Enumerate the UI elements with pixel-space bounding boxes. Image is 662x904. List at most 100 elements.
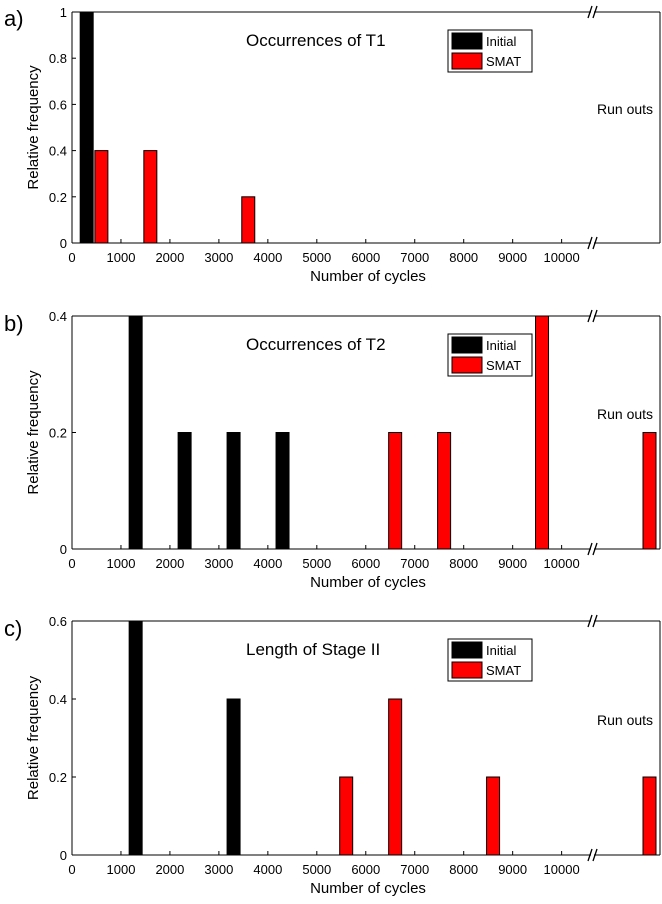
legend-swatch-smat (451, 356, 483, 374)
x-axis-label: Number of cycles (310, 268, 426, 285)
legend-label-smat: SMAT (486, 54, 521, 69)
panel-label: c) (4, 616, 22, 641)
axis-break-mark (592, 614, 598, 628)
x-tick-label: 7000 (400, 556, 429, 571)
x-tick-label: 10000 (544, 250, 580, 265)
y-tick-label: 0.4 (49, 144, 67, 159)
legend-swatch-initial (451, 32, 483, 50)
legend-swatch-smat (451, 52, 483, 70)
x-tick-label: 10000 (544, 862, 580, 877)
y-tick-label: 0.2 (49, 190, 67, 205)
runout-label: Run outs (597, 101, 653, 117)
y-tick-label: 0.4 (49, 692, 67, 707)
x-tick-label: 6000 (351, 250, 380, 265)
x-tick-label: 0 (68, 862, 75, 877)
legend: Initial SMAT (447, 333, 533, 377)
x-axis-label: Number of cycles (310, 880, 426, 897)
axis-break-mark (592, 5, 598, 19)
y-tick-label: 0.4 (49, 309, 67, 324)
bar-smat (437, 432, 452, 550)
bar-initial (128, 620, 143, 856)
bar-initial (128, 315, 143, 550)
x-tick-label: 3000 (204, 862, 233, 877)
axis-break-mark (587, 542, 593, 556)
bar-smat (339, 776, 354, 856)
legend-label-initial: Initial (486, 34, 516, 49)
x-tick-label: 5000 (302, 862, 331, 877)
runout-bar-smat (642, 776, 657, 856)
bar-smat (486, 776, 501, 856)
y-tick-label: 0.6 (49, 97, 67, 112)
x-tick-label: 0 (68, 250, 75, 265)
x-tick-label: 1000 (107, 862, 136, 877)
axis-break-mark (592, 848, 598, 862)
y-axis-label: Relative frequency (25, 675, 42, 800)
chart-panel-1: 0 0.2 0.4 0.6 0.8 1 0 1000 2000 3000 4000 5000 6000 7… (4, 5, 661, 285)
y-tick-label: 0.6 (49, 614, 67, 629)
chart-panel-2: 0 0.2 0.4 0 1000 2000 3000 4000 5000 6000 7000 8000… (4, 309, 661, 591)
y-tick-label: 0.8 (49, 51, 67, 66)
runout-label: Run outs (597, 406, 653, 422)
y-axis-label: Relative frequency (25, 370, 42, 495)
bar-smat (94, 150, 109, 244)
bar-initial (275, 432, 290, 550)
x-tick-label: 9000 (498, 556, 527, 571)
x-tick-label: 2000 (155, 556, 184, 571)
axis-break-mark (587, 5, 593, 19)
chart-title: Occurrences of T2 (246, 335, 386, 354)
bar-smat (143, 150, 158, 244)
legend-label-initial: Initial (486, 338, 516, 353)
legend-swatch-initial (451, 641, 483, 659)
chart-panel-3: 0 0.2 0.4 0.6 0 1000 2000 3000 4000 5000 6000 7000 8… (4, 614, 661, 897)
y-tick-label: 1 (60, 5, 67, 20)
runout-label: Run outs (597, 712, 653, 728)
y-tick-label: 0 (60, 542, 67, 557)
x-tick-label: 9000 (498, 250, 527, 265)
x-tick-label: 6000 (351, 862, 380, 877)
x-tick-label: 3000 (204, 556, 233, 571)
axis-break-mark (587, 236, 593, 250)
bar-smat (241, 196, 256, 244)
bar-initial (79, 11, 94, 244)
x-tick-label: 7000 (400, 250, 429, 265)
y-tick-label: 0 (60, 236, 67, 251)
bar-smat (535, 315, 550, 550)
x-tick-label: 2000 (155, 250, 184, 265)
x-tick-label: 6000 (351, 556, 380, 571)
x-tick-label: 3000 (204, 250, 233, 265)
axis-break-mark (592, 309, 598, 323)
bar-initial (226, 698, 241, 856)
legend-label-smat: SMAT (486, 358, 521, 373)
legend-label-smat: SMAT (486, 663, 521, 678)
bar-initial (177, 432, 192, 550)
axis-break-mark (587, 848, 593, 862)
chart-title: Occurrences of T1 (246, 31, 386, 50)
axis-break-mark (592, 236, 598, 250)
chart-title: Length of Stage II (246, 640, 380, 659)
legend: Initial SMAT (447, 638, 533, 682)
bar-smat (388, 698, 403, 856)
axis-break-mark (587, 614, 593, 628)
axis-break-mark (587, 309, 593, 323)
y-tick-label: 0.2 (49, 426, 67, 441)
x-tick-label: 8000 (449, 556, 478, 571)
x-tick-label: 8000 (449, 250, 478, 265)
x-tick-label: 9000 (498, 862, 527, 877)
panel-label: b) (4, 311, 24, 336)
x-tick-label: 4000 (253, 556, 282, 571)
panel-label: a) (4, 6, 24, 31)
x-tick-label: 0 (68, 556, 75, 571)
runout-bar-smat (642, 432, 657, 550)
x-tick-label: 4000 (253, 250, 282, 265)
x-tick-label: 8000 (449, 862, 478, 877)
legend-swatch-smat (451, 661, 483, 679)
x-tick-label: 4000 (253, 862, 282, 877)
bar-smat (388, 432, 403, 550)
y-axis-label: Relative frequency (25, 65, 42, 190)
x-tick-label: 1000 (107, 250, 136, 265)
y-tick-label: 0.2 (49, 770, 67, 785)
legend-swatch-initial (451, 336, 483, 354)
x-tick-label: 5000 (302, 250, 331, 265)
y-tick-label: 0 (60, 848, 67, 863)
